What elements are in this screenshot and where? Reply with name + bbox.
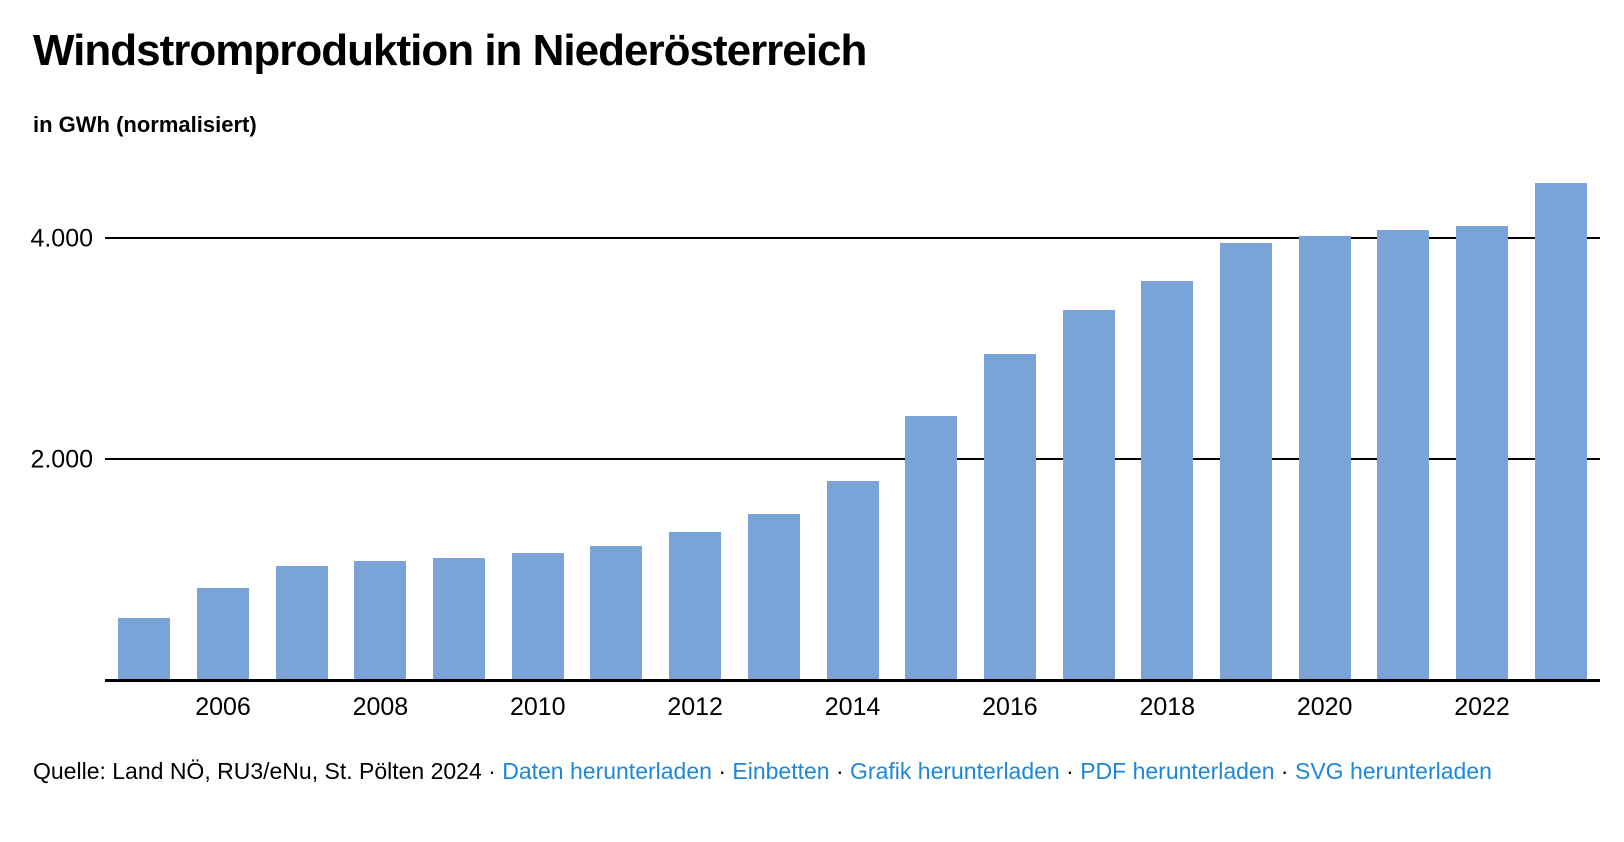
grafik-herunterladen-link[interactable]: Grafik herunterladen [850,758,1060,784]
bar-cell-2007 [262,170,341,679]
bar-cell-2012: 2012 [656,170,735,721]
bar-2008 [354,560,407,679]
bar-cell-2021 [1364,170,1443,679]
bar-cell-2005 [105,170,184,679]
bar-2006 [197,587,250,679]
x-axis-tick-label: 2022 [1454,693,1510,721]
bar-2011 [590,545,643,679]
bar-cell-2011 [577,170,656,679]
bar-cell-2018: 2018 [1128,170,1207,721]
bar-cell-2008: 2008 [341,170,420,721]
pdf-herunterladen-link[interactable]: PDF herunterladen [1080,758,1275,784]
bar-2019 [1219,242,1272,679]
bar-2009 [433,557,486,679]
x-axis-tick-label: 2012 [667,693,723,721]
bar-cell-2006: 2006 [184,170,263,721]
bar-2020 [1298,236,1351,679]
bar-2013 [747,513,800,679]
bar-cell-2020: 2020 [1285,170,1364,721]
bar-2017 [1062,309,1115,679]
gridline-2000 [105,457,1600,460]
svg-herunterladen-link[interactable]: SVG herunterladen [1294,758,1492,784]
bar-2015 [905,415,958,679]
x-axis-tick-label: 2008 [352,693,409,721]
bar-2022 [1456,225,1509,679]
separator-dot: · [481,758,503,784]
chart-title: Windstromproduktion in Niederösterreich [33,26,867,75]
bar-cell-2016: 2016 [971,170,1050,721]
bar-cell-2017 [1049,170,1128,679]
daten-herunterladen-link[interactable]: Daten herunterladen [502,758,712,784]
chart-subtitle: in GWh (normalisiert) [33,112,257,137]
bar-2021 [1377,229,1430,679]
bar-2016 [983,354,1036,679]
footer-links: · Daten herunterladen · Einbetten · Graf… [482,758,1492,784]
bar-2023 [1534,183,1587,679]
einbetten-link[interactable]: Einbetten [732,758,830,784]
bar-cell-2015 [892,170,971,679]
y-axis-tick-label: 4.000 [30,224,93,253]
bar-2007 [275,565,328,679]
bar-2005 [118,618,171,679]
source-text: Quelle: Land NÖ, RU3/eNu, St. Pölten 202… [33,758,482,784]
x-axis-tick-label: 2006 [195,693,251,721]
bar-cell-2019 [1207,170,1286,679]
bar-2010 [511,553,564,679]
separator-dot: · [829,758,851,784]
bar-chart: 2006 2008 2010 2012 2014 2016 2018 2020 2022 2.0… [0,170,1624,721]
bar-cell-2013 [735,170,814,679]
plot-area: 2006 2008 2010 2012 2014 2016 2018 2020 2022 [105,170,1600,721]
bar-2014 [826,481,879,679]
bar-cell-2022: 2022 [1443,170,1522,721]
x-axis-tick-label: 2020 [1296,693,1353,721]
bar-cell-2009 [420,170,499,679]
bar-cell-2014: 2014 [813,170,892,721]
gridline-4000 [105,237,1600,240]
x-axis-tick-label: 2018 [1139,693,1196,721]
bar-2012 [669,531,722,679]
x-axis-tick-label: 2016 [982,693,1038,721]
footer: Quelle: Land NÖ, RU3/eNu, St. Pölten 202… [33,758,1492,785]
separator-dot: · [711,758,733,784]
separator-dot: · [1059,758,1081,784]
bar-cell-2010: 2010 [498,170,577,721]
x-axis-tick-label: 2014 [824,693,881,721]
bar-2018 [1141,281,1194,679]
bars-row: 2006 2008 2010 2012 2014 2016 2018 2020 2022 [105,170,1600,721]
x-axis-tick-label: 2010 [509,693,566,721]
y-axis-tick-label: 2.000 [30,445,93,474]
separator-dot: · [1274,758,1295,784]
bar-cell-2023 [1521,170,1600,679]
